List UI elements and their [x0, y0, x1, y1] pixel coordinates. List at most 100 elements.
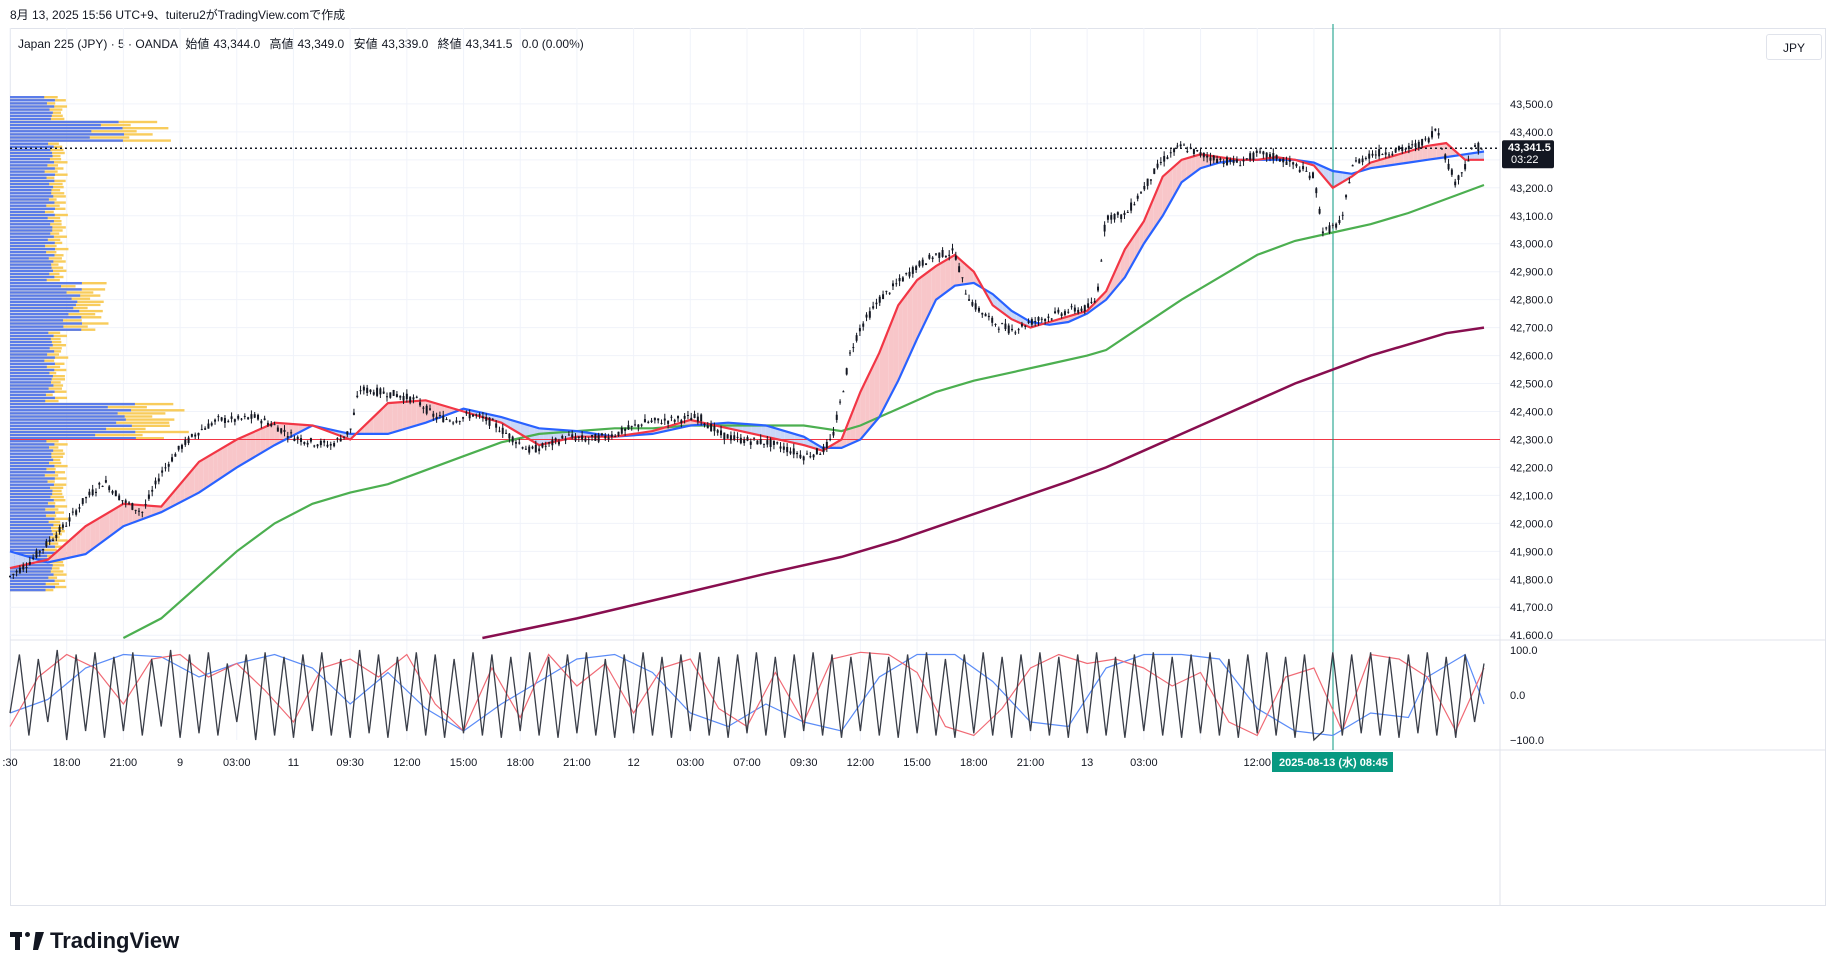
- candle-body: [283, 429, 286, 432]
- oscillator-red-line: [9, 651, 1485, 737]
- candle-body: [1477, 142, 1480, 152]
- ma-cloud-segment: [364, 421, 370, 434]
- candle-body: [1113, 213, 1116, 220]
- time-tick-label: 11: [288, 757, 299, 769]
- candle-body: [405, 393, 408, 400]
- price-tick-label: 42,000.0: [1510, 518, 1553, 530]
- volume-profile-bar-down: [10, 213, 55, 217]
- volume-profile-bar-down: [10, 588, 46, 592]
- candle-body: [1474, 145, 1477, 147]
- candle-body: [895, 283, 898, 285]
- volume-profile-bar-down: [10, 427, 107, 431]
- candle-body: [888, 292, 891, 294]
- volume-profile-bar-down: [10, 322, 82, 325]
- candle-body: [1311, 172, 1314, 179]
- ma-cloud-segment: [10, 551, 15, 569]
- symbol-name[interactable]: Japan 225 (JPY) · 5 · OANDA: [18, 37, 179, 51]
- candle-body: [554, 438, 557, 441]
- candle-body: [1209, 157, 1212, 161]
- candle-body: [1407, 145, 1410, 150]
- volume-profile-bar-down: [10, 173, 55, 176]
- candle-body: [214, 419, 217, 422]
- ma-cloud-segment: [798, 435, 804, 446]
- candle-body: [1341, 214, 1344, 216]
- volume-profile-bar-down: [10, 316, 82, 319]
- price-grid: [9, 28, 1500, 740]
- currency-button[interactable]: JPY: [1766, 34, 1822, 60]
- candle-body: [352, 412, 355, 415]
- volume-profile-bar-down: [10, 468, 47, 471]
- volume-profile-bar-down: [10, 461, 50, 465]
- volume-profile-bar-down: [10, 142, 49, 145]
- candle-body: [650, 420, 653, 423]
- candle-body: [1308, 175, 1311, 179]
- candle-body: [1305, 170, 1308, 172]
- candle-body: [1292, 162, 1295, 165]
- candle-body: [505, 432, 508, 434]
- high-label: 高値: [269, 37, 294, 51]
- volume-profile-bar-down: [10, 207, 55, 210]
- candle-body: [1159, 161, 1162, 163]
- candle-body: [356, 395, 359, 398]
- candle-body: [1060, 313, 1063, 316]
- volume-profile-bar-down: [10, 170, 45, 173]
- candle-body: [237, 415, 240, 419]
- ma-cloud-segment: [761, 425, 766, 437]
- candle-body: [1434, 128, 1437, 131]
- candle-body: [422, 407, 425, 409]
- candle-body: [1388, 154, 1391, 156]
- candle-body: [1063, 311, 1066, 315]
- volume-profile-bar-down: [10, 241, 55, 245]
- candle-body: [1295, 164, 1298, 167]
- candle-body: [759, 439, 762, 444]
- candle-body: [852, 347, 855, 349]
- volume-profile-bar-down: [10, 164, 48, 167]
- low-value: 43,339.0: [381, 37, 429, 51]
- volume-profile-bar-down: [10, 449, 54, 452]
- volume-profile-bar-down: [10, 257, 49, 260]
- volume-profile-bar-down: [10, 189, 52, 192]
- candle-body: [1285, 161, 1288, 165]
- ma-cloud-segment: [1436, 143, 1442, 159]
- ma-cloud-segment: [198, 459, 204, 493]
- ma-cloud-segment: [76, 530, 81, 557]
- candle-body: [915, 266, 918, 271]
- ma-cloud-segment: [1323, 166, 1329, 183]
- candle-body: [1106, 215, 1109, 220]
- candle-body: [1447, 163, 1450, 170]
- candle-body: [925, 263, 928, 265]
- candle-body: [475, 414, 478, 416]
- candle-body: [1179, 144, 1182, 147]
- candle-body: [1093, 301, 1096, 303]
- ma-cloud-segment: [520, 422, 525, 437]
- candle-body: [1034, 321, 1037, 323]
- candle-body: [514, 442, 517, 444]
- candle-body: [948, 254, 951, 256]
- candle-body: [905, 273, 908, 275]
- candle-body: [1424, 138, 1427, 140]
- candle-body: [1378, 149, 1381, 157]
- candle-body: [1011, 328, 1014, 331]
- candle-body: [1421, 139, 1424, 146]
- ma-cloud-segment: [194, 461, 199, 496]
- candle-body: [743, 439, 746, 444]
- candle-body: [144, 503, 147, 506]
- candle-body: [207, 423, 210, 429]
- ma-cloud-segment: [912, 280, 918, 350]
- candle-body: [551, 439, 554, 446]
- candle-body: [1272, 153, 1275, 160]
- candle-body: [557, 441, 560, 445]
- volume-profile-bar-down: [10, 542, 47, 545]
- price-tick-label: 42,200.0: [1510, 462, 1553, 474]
- candle-body: [518, 442, 521, 444]
- candle-body: [944, 255, 947, 258]
- volume-profile-bar-down: [10, 418, 126, 421]
- candle-body: [683, 415, 686, 419]
- volume-profile-bar-down: [10, 362, 55, 365]
- candle-body: [432, 413, 435, 417]
- volume-profile-bar-down: [10, 433, 96, 437]
- candle-body: [1037, 317, 1040, 321]
- candle-body: [954, 255, 957, 260]
- change-value: 0.0 (0.00%): [521, 37, 584, 51]
